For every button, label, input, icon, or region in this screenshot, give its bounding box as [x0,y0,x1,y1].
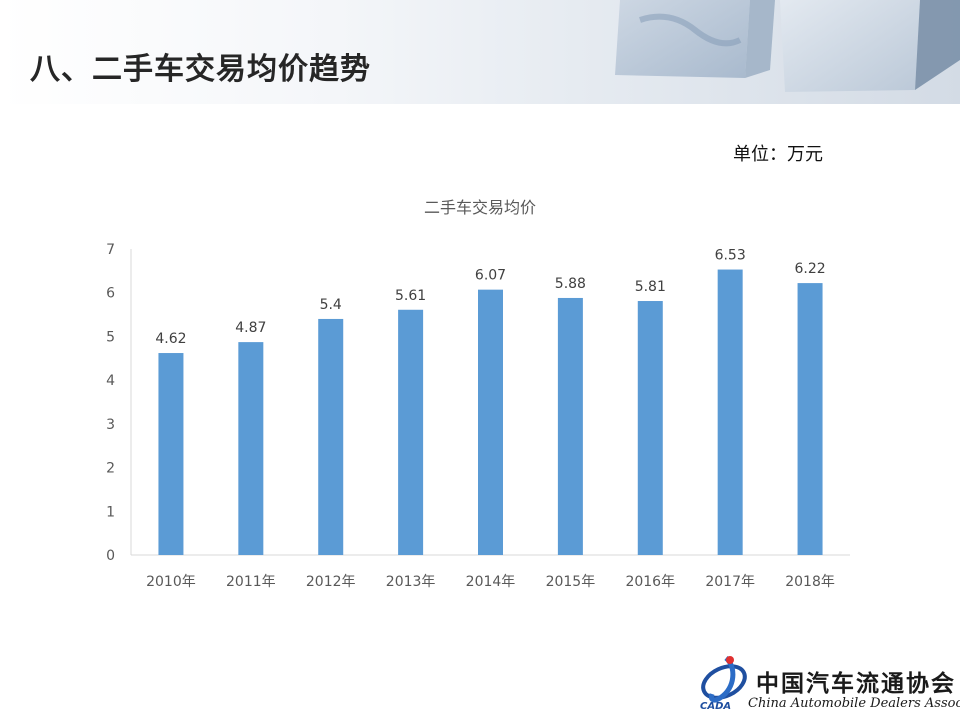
bar [398,309,424,555]
x-tick-label: 2016年 [625,574,675,590]
unit-label: 单位：万元 [733,144,823,165]
bar [238,342,264,555]
decorative-cubes-image [615,0,960,92]
bars [158,269,823,555]
x-tick-label: 2018年 [785,574,835,590]
y-tick-label: 2 [106,461,115,477]
y-tick-label: 6 [106,286,115,302]
data-label: 5.4 [320,297,342,313]
data-label: 6.22 [794,261,825,277]
data-label: 4.62 [155,331,186,347]
data-label: 6.53 [715,248,746,264]
bar [158,353,184,555]
y-tick-label: 7 [106,242,115,258]
bar [478,289,503,555]
y-tick-label: 4 [106,373,115,389]
y-tick-label: 1 [106,504,115,520]
y-tick-label: 5 [106,329,115,345]
data-label: 4.87 [235,320,266,336]
y-tick-label: 0 [106,548,115,564]
logo-name-english: China Automobile Dealers Association [748,696,960,711]
data-label: 5.88 [555,276,586,292]
logo-name-chinese: 中国汽车流通协会 [756,670,956,697]
cada-emblem-icon [701,656,747,703]
x-tick-label: 2010年 [146,574,196,590]
logo-abbreviation: CADA [700,701,732,712]
x-tick-label: 2017年 [705,574,755,590]
bar [637,301,663,555]
data-label: 6.07 [475,268,506,284]
bar [557,297,583,555]
x-tick-label: 2011年 [226,574,276,590]
value-labels: 4.62 4.87 5.4 5.61 6.07 5.88 5.81 6.53 6.22 [155,248,825,347]
page-title: 八、二手车交易均价趋势 [30,52,371,87]
association-logo: CADA 中国汽车流通协会 China Automobile Dealers A… [690,650,960,720]
x-tick-label: 2012年 [306,574,356,590]
x-tick-label: 2015年 [546,574,596,590]
header-banner: 八、二手车交易均价趋势 [0,0,960,104]
x-tick-labels: 2010年 2011年 2012年 2013年 2014年 2015年 2016年 2017年… [146,574,835,590]
data-label: 5.81 [635,279,666,295]
data-label: 5.61 [395,288,426,304]
chart-title: 二手车交易均价 [424,198,536,217]
bar [318,318,344,555]
x-tick-label: 2014年 [466,574,516,590]
bar [797,283,823,555]
y-tick-label: 3 [106,417,115,433]
x-tick-label: 2013年 [386,574,436,590]
y-tick-labels: 0 1 2 3 4 5 6 7 [106,242,115,564]
bar [717,269,743,555]
